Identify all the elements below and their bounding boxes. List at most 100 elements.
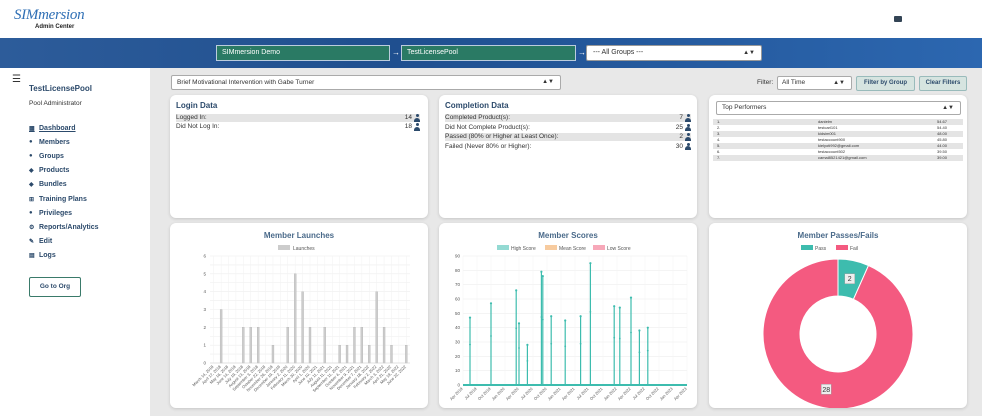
member-passes-fails-card: Member Passes/Fails Pass Fail 2 28 [709,223,967,408]
legend-label: Pass [815,246,827,252]
sidebar-item-bundles[interactable]: ◆ Bundles [29,181,67,189]
sidebar-item-privileges[interactable]: ● Privileges [29,209,73,217]
performer-name: danielm [818,119,833,124]
score-point [613,305,616,308]
bar [375,291,378,364]
chart-title: Member Scores [538,231,598,240]
sidebar-item-reports[interactable]: ⚙ Reports/Analytics [29,223,99,231]
performer-rank: 3. [717,131,721,136]
simmersion-logo[interactable]: SIMmersion Admin Center [14,7,85,30]
performer-score: 54.67 [937,119,948,124]
x-tick-label: Oct 2021 [589,386,605,402]
bar [294,273,297,364]
y-tick-label: 40 [455,325,461,330]
legend-label: Low Score [607,246,631,252]
y-tick-label: 60 [455,297,461,302]
sidebar-item-groups[interactable]: ● Groups [29,152,64,160]
time-filter-select[interactable]: All Time ▲▼ [777,76,852,90]
envelope-icon[interactable] [894,16,902,22]
performer-score: 39.50 [937,149,948,154]
list-item: 2. testcarl101 54.40 [713,125,963,131]
dashboard-icon: ▦ [29,125,35,132]
y-tick-label: 50 [455,311,461,316]
reports-icon: ⚙ [29,224,35,231]
go-to-org-button[interactable]: Go to Org [29,277,81,297]
training-plans-icon: ⊞ [29,196,35,203]
sidebar-item-edit[interactable]: ✎ Edit [29,238,53,246]
performer-rank: 4. [717,137,721,142]
sidebar-item-dashboard[interactable]: ▦ Dashboard [29,124,76,132]
list-item: 6. testaccount502 39.50 [713,149,963,155]
bar [308,327,312,364]
score-point [638,329,641,332]
pool-breadcrumb[interactable]: TestLicensePool [401,45,576,61]
legend-swatch [836,245,848,250]
x-tick-label: Oct 2020 [533,386,549,402]
list-item: Completed Product(s): 7 [445,114,691,122]
score-point [515,327,518,330]
data-label-box [821,384,832,395]
user-icon [685,114,691,122]
legend-swatch [593,245,605,250]
sidebar-nav: ▦ Dashboard ● Members ● Groups ◆ Products ◆ B… [29,121,99,263]
chart-title: Member Passes/Fails [797,231,879,240]
clear-filters-button[interactable]: Clear Filters [919,76,967,91]
score-point [646,326,649,329]
y-tick-label: 1 [203,343,206,348]
list-item: 4. testaccount900 45.80 [713,137,963,143]
sidebar-item-members[interactable]: ● Members [29,138,70,146]
score-point [579,315,582,318]
y-tick-label: 10 [455,368,461,373]
score-point [550,342,553,345]
score-point [613,336,616,339]
sidebar-item-training-plans[interactable]: ⊞ Training Plans [29,195,87,203]
y-tick-label: 30 [455,340,461,345]
top-performers-select[interactable]: Top Performers ▲▼ [716,101,961,115]
chevron-down-icon: ▲▼ [942,105,954,111]
bar [323,327,326,364]
sidebar-item-logs[interactable]: ▤ Logs [29,252,56,260]
x-tick-label: Oct 2019 [477,386,493,402]
x-tick-label: Jan 2021 [547,386,563,402]
legend-label: High Score [511,246,536,252]
edit-icon: ✎ [29,239,35,246]
bar [382,327,386,364]
legend-swatch [801,245,813,250]
score-point [518,347,520,349]
filter-by-group-button[interactable]: Filter by Group [856,76,915,91]
score-point [517,322,521,325]
list-item: Did Not Complete Product(s): 25 [445,123,691,132]
data-label-box [844,273,855,284]
score-point [618,306,621,309]
score-point [638,351,641,354]
x-tick-label: Apr 2023 [673,386,689,402]
product-select[interactable]: Brief Motivational Intervention with Gab… [171,75,561,90]
list-item: 3. kidsim001 48.00 [713,131,963,137]
products-icon: ◆ [29,168,34,175]
chevron-down-icon: ▲▼ [542,79,554,85]
score-point [469,343,471,346]
group-select[interactable]: --- All Groups --- ▲▼ [586,45,762,61]
chevron-down-icon: ▲▼ [833,80,845,86]
chevron-down-icon: ▲▼ [743,50,755,56]
x-tick-label: Apr 2021 [561,386,577,402]
org-breadcrumb[interactable]: SIMmersion Demo [216,45,390,61]
sidebar-item-products[interactable]: ◆ Products [29,167,70,175]
bar [390,345,393,364]
y-tick-label: 90 [455,254,461,259]
hamburger-menu-icon[interactable]: ☰ [12,74,21,85]
card-title: Login Data [176,101,218,110]
performer-score: 54.40 [937,125,948,130]
performer-name: testaccount502 [818,149,846,154]
list-item: 7. camal8521421@gmail.com 39.00 [713,155,963,161]
bundles-icon: ◆ [29,182,34,189]
chart-title: Member Launches [263,231,335,240]
performer-rank: 1. [717,119,721,124]
performer-name: camal8521421@gmail.com [818,155,867,160]
x-tick-label: Jan 2020 [491,386,507,402]
legend-label: Launches [293,246,315,252]
performer-score: 39.00 [937,155,948,160]
member-passes-fails-chart: Pass Fail 2 28 [762,245,914,408]
score-point [629,296,633,299]
